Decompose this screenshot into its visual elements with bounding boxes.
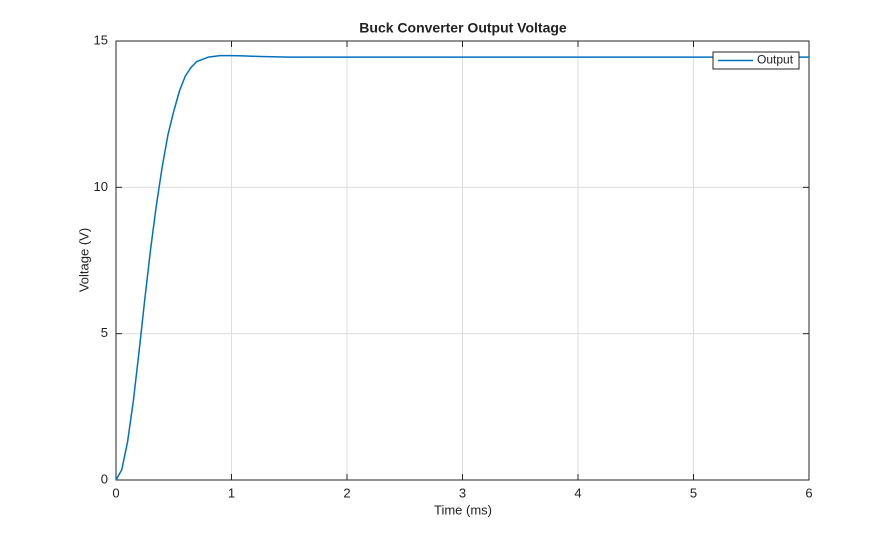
y-tick-label: 15 (94, 32, 108, 47)
y-tick-label: 0 (101, 471, 108, 486)
y-tick-label: 10 (94, 179, 108, 194)
x-tick-label: 1 (228, 485, 235, 500)
chart-title: Buck Converter Output Voltage (359, 20, 567, 36)
x-tick-label: 0 (112, 485, 119, 500)
x-tick-label: 6 (805, 485, 812, 500)
x-axis-label: Time (ms) (434, 502, 492, 517)
x-tick-label: 3 (459, 485, 466, 500)
axes-box (115, 40, 810, 481)
x-tick-label: 5 (690, 485, 697, 500)
x-tick-label: 2 (343, 485, 350, 500)
y-axis-label: Voltage (V) (76, 228, 91, 292)
y-tick-label: 5 (101, 325, 108, 340)
legend-box (712, 51, 800, 70)
data-line (115, 54, 809, 481)
x-tick-label: 4 (574, 485, 581, 500)
legend-label: Output (757, 53, 794, 67)
